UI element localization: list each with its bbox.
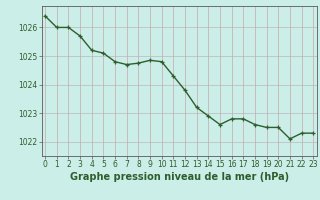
X-axis label: Graphe pression niveau de la mer (hPa): Graphe pression niveau de la mer (hPa): [70, 172, 289, 182]
